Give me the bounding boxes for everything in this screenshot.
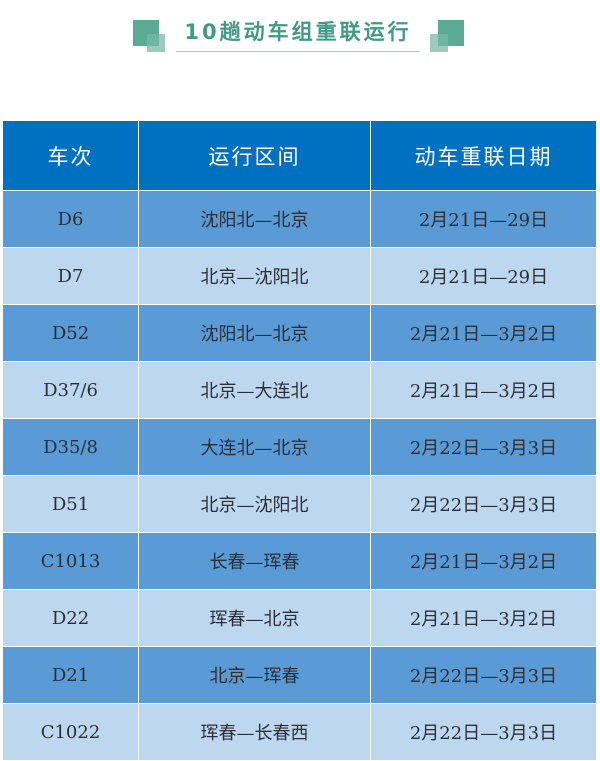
table-row: D51 北京—沈阳北 2月22日—3月3日 xyxy=(2,475,597,533)
train-number-cell: D52 xyxy=(2,304,139,362)
table-row: D7 北京—沈阳北 2月21日—29日 xyxy=(2,247,597,305)
train-number-cell: C1013 xyxy=(2,532,139,590)
train-schedule-table: 车次 运行区间 动车重联日期 D6 沈阳北—北京 2月21日—29日 D7 北京—沈阳北… xyxy=(2,120,597,761)
header-dates: 动车重联日期 xyxy=(370,120,597,191)
table-row: D6 沈阳北—北京 2月21日—29日 xyxy=(2,190,597,248)
route-cell: 珲春—北京 xyxy=(138,589,371,647)
dates-cell: 2月22日—3月3日 xyxy=(370,703,597,761)
route-cell: 沈阳北—北京 xyxy=(138,190,371,248)
route-cell: 大连北—北京 xyxy=(138,418,371,476)
dates-cell: 2月21日—29日 xyxy=(370,247,597,305)
title-underline xyxy=(176,51,420,52)
dates-cell: 2月22日—3月3日 xyxy=(370,475,597,533)
route-cell: 北京—沈阳北 xyxy=(138,475,371,533)
dates-cell: 2月21日—3月2日 xyxy=(370,361,597,419)
train-number-cell: D6 xyxy=(2,190,139,248)
train-number-cell: C1022 xyxy=(2,703,139,761)
dates-cell: 2月21日—3月2日 xyxy=(370,304,597,362)
train-number-cell: D51 xyxy=(2,475,139,533)
train-number-cell: D22 xyxy=(2,589,139,647)
header-route: 运行区间 xyxy=(138,120,371,191)
table-row: D21 北京—珲春 2月22日—3月3日 xyxy=(2,646,597,704)
page-title: 10趟动车组重联运行 xyxy=(184,20,412,44)
route-cell: 珲春—长春西 xyxy=(138,703,371,761)
table-row: C1013 长春—珲春 2月21日—3月2日 xyxy=(2,532,597,590)
header-train-number: 车次 xyxy=(2,120,139,191)
table-header-row: 车次 运行区间 动车重联日期 xyxy=(2,120,597,191)
train-number-cell: D37/6 xyxy=(2,361,139,419)
table-row: D37/6 北京—大连北 2月21日—3月2日 xyxy=(2,361,597,419)
dates-cell: 2月22日—3月3日 xyxy=(370,646,597,704)
dates-cell: 2月21日—3月2日 xyxy=(370,589,597,647)
dates-cell: 2月21日—3月2日 xyxy=(370,532,597,590)
train-number-cell: D7 xyxy=(2,247,139,305)
train-number-cell: D21 xyxy=(2,646,139,704)
route-cell: 北京—沈阳北 xyxy=(138,247,371,305)
table-row: C1022 珲春—长春西 2月22日—3月3日 xyxy=(2,703,597,761)
dates-cell: 2月22日—3月3日 xyxy=(370,418,597,476)
route-cell: 沈阳北—北京 xyxy=(138,304,371,362)
title-banner: 10趟动车组重联运行 xyxy=(0,0,600,70)
train-number-cell: D35/8 xyxy=(2,418,139,476)
route-cell: 北京—珲春 xyxy=(138,646,371,704)
table-row: D35/8 大连北—北京 2月22日—3月3日 xyxy=(2,418,597,476)
dates-cell: 2月21日—29日 xyxy=(370,190,597,248)
table-row: D22 珲春—北京 2月21日—3月2日 xyxy=(2,589,597,647)
table-row: D52 沈阳北—北京 2月21日—3月2日 xyxy=(2,304,597,362)
route-cell: 长春—珲春 xyxy=(138,532,371,590)
route-cell: 北京—大连北 xyxy=(138,361,371,419)
